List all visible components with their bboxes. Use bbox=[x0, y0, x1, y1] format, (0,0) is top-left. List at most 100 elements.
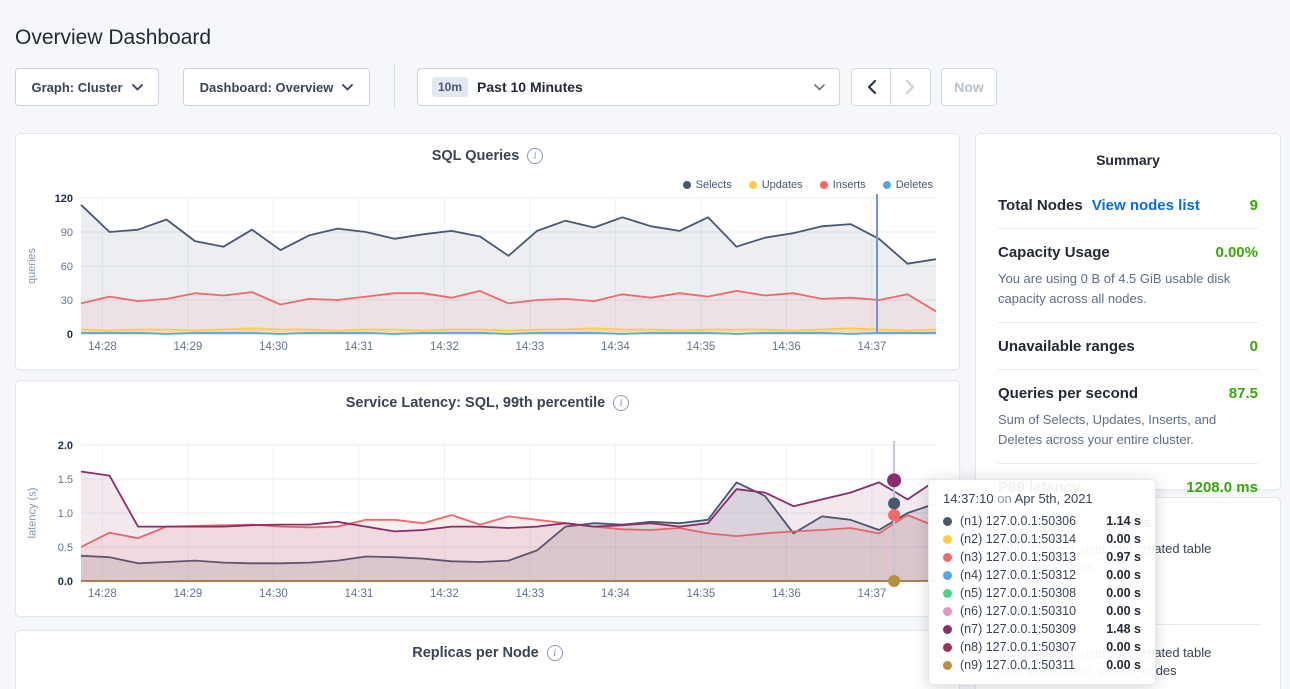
tooltip-row: (n4) 127.0.0.1:50312 0.00 s bbox=[943, 566, 1141, 584]
series-line-(n1) 127.0.0.1:50306 bbox=[80, 481, 937, 565]
dashboard-dropdown[interactable]: Dashboard: Overview bbox=[183, 68, 370, 106]
x-tick-label: 14:30 bbox=[259, 588, 288, 600]
series-line-(n3) 127.0.0.1:50313 bbox=[80, 514, 937, 548]
x-tick-label: 14:33 bbox=[515, 341, 544, 353]
info-icon[interactable]: i bbox=[613, 395, 630, 411]
y-tick-label: 0 bbox=[67, 329, 73, 341]
x-tick-label: 14:32 bbox=[430, 588, 459, 600]
series-color-dot bbox=[943, 534, 952, 544]
y-tick-label: 30 bbox=[61, 295, 73, 307]
stat-head: Capacity Usage 0.00% bbox=[998, 244, 1258, 261]
legend-dot bbox=[748, 181, 757, 189]
y-tick-label: 120 bbox=[55, 193, 73, 205]
stat-description: You are using 0 B of 4.5 GiB usable disk… bbox=[998, 271, 1231, 306]
chart-title: Service Latency: SQL, 99th percentile bbox=[345, 395, 606, 411]
next-time-button[interactable] bbox=[891, 69, 930, 105]
tooltip-node-value: 0.00 s bbox=[1106, 604, 1141, 618]
replicas-per-node-chart-card: Replicas per Node i bbox=[15, 630, 960, 689]
y-tick-label: 1.5 bbox=[58, 474, 73, 486]
tooltip-node-label: (n7) 127.0.0.1:50309 bbox=[960, 622, 1077, 636]
tooltip-timestamp: 14:37:10 on Apr 5th, 2021 bbox=[943, 491, 1093, 506]
legend-dot bbox=[682, 181, 691, 189]
chart-legend: Selects Updates Inserts Deletes bbox=[682, 179, 933, 191]
view-nodes-list-link[interactable]: View nodes list bbox=[1091, 197, 1200, 214]
legend-label: Selects bbox=[695, 179, 732, 191]
x-tick-label: 14:35 bbox=[686, 341, 715, 353]
tooltip-row: (n9) 127.0.0.1:50311 0.00 s bbox=[943, 656, 1141, 674]
x-tick-label: 14:34 bbox=[601, 341, 630, 353]
tooltip-node-label: (n5) 127.0.0.1:50308 bbox=[960, 586, 1077, 600]
hover-dot bbox=[887, 473, 902, 488]
tooltip-row: (n6) 127.0.0.1:50310 0.00 s bbox=[943, 602, 1141, 620]
tooltip-node-value: 1.48 s bbox=[1106, 622, 1141, 636]
tooltip-node-value: 0.00 s bbox=[1106, 640, 1141, 654]
dashboard-dropdown-label: Dashboard: Overview bbox=[199, 79, 334, 95]
series-line-Selects bbox=[80, 204, 937, 265]
tooltip-node-value: 0.00 s bbox=[1106, 568, 1141, 582]
summary-stat-queries-per-second: Queries per second 87.5 Sum of Selects, Up… bbox=[998, 369, 1258, 463]
tooltip-node-value: 0.00 s bbox=[1106, 586, 1141, 600]
summary-heading: Summary bbox=[1096, 152, 1160, 168]
summary-stat-total-nodes: Total Nodes View nodes list 9 bbox=[998, 182, 1258, 228]
series-color-dot bbox=[943, 570, 952, 580]
stat-label: Total Nodes bbox=[998, 197, 1083, 214]
y-tick-label: 90 bbox=[61, 227, 73, 239]
x-tick-label: 14:33 bbox=[515, 588, 544, 600]
chevron-down-icon bbox=[131, 83, 143, 91]
legend-label: Updates bbox=[761, 179, 803, 191]
series-area-(n7) 127.0.0.1:50309 bbox=[81, 471, 936, 581]
legend-item-inserts[interactable]: Inserts bbox=[819, 179, 866, 191]
graph-dropdown[interactable]: Graph: Cluster bbox=[15, 68, 159, 106]
chevron-down-icon bbox=[814, 83, 825, 91]
series-color-dot bbox=[943, 516, 952, 526]
time-step-buttons bbox=[851, 68, 931, 106]
series-line-(n7) 127.0.0.1:50309 bbox=[80, 470, 937, 533]
tooltip-node-value: 0.00 s bbox=[1106, 658, 1141, 672]
stat-value: 0 bbox=[1249, 338, 1258, 355]
summary-stat-unavailable-ranges: Unavailable ranges 0 bbox=[998, 322, 1258, 369]
legend-dot bbox=[819, 181, 828, 189]
info-icon[interactable]: i bbox=[546, 645, 563, 661]
x-tick-label: 14:29 bbox=[173, 341, 202, 353]
hover-dot bbox=[888, 509, 901, 522]
legend-item-selects[interactable]: Selects bbox=[682, 179, 732, 191]
x-tick-label: 14:31 bbox=[344, 588, 373, 600]
series-line-Updates bbox=[80, 327, 937, 332]
tooltip-row: (n3) 127.0.0.1:50313 0.97 s bbox=[943, 548, 1141, 566]
tooltip-row: (n5) 127.0.0.1:50308 0.00 s bbox=[943, 584, 1141, 602]
stat-head: Unavailable ranges 0 bbox=[998, 338, 1258, 355]
now-button[interactable]: Now bbox=[941, 68, 997, 106]
series-color-dot bbox=[943, 552, 952, 562]
x-tick-label: 14:30 bbox=[259, 341, 288, 353]
x-tick-label: 14:31 bbox=[344, 341, 373, 353]
x-tick-label: 14:35 bbox=[686, 588, 715, 600]
tooltip-node-label: (n3) 127.0.0.1:50313 bbox=[960, 550, 1077, 564]
chart-hover-tooltip: 14:37:10 on Apr 5th, 2021 (n1) 127.0.0.1… bbox=[928, 479, 1156, 685]
legend-item-deletes[interactable]: Deletes bbox=[882, 179, 933, 191]
stat-value: 1208.0 ms bbox=[1186, 479, 1258, 496]
legend-item-updates[interactable]: Updates bbox=[748, 179, 803, 191]
y-tick-label: 2.0 bbox=[58, 440, 73, 452]
info-icon[interactable]: i bbox=[527, 148, 544, 164]
toolbar-divider bbox=[394, 64, 395, 108]
legend-label: Deletes bbox=[895, 179, 933, 191]
tooltip-node-value: 0.97 s bbox=[1106, 550, 1141, 564]
tooltip-node-label: (n8) 127.0.0.1:50307 bbox=[960, 640, 1077, 654]
legend-label: Inserts bbox=[832, 179, 866, 191]
series-color-dot bbox=[943, 660, 952, 670]
chart-title: Replicas per Node bbox=[412, 645, 539, 661]
tooltip-node-label: (n9) 127.0.0.1:50311 bbox=[960, 658, 1076, 672]
series-area-Inserts bbox=[81, 290, 936, 334]
x-tick-label: 14:34 bbox=[601, 588, 630, 600]
legend-dot bbox=[882, 181, 891, 189]
chart-svg: 14:28 14:29 14:30 14:31 14:32 14:33 14:34 14:35… bbox=[58, 440, 937, 600]
time-range-badge: 10m bbox=[432, 77, 469, 97]
summary-panel: Summary Total Nodes View nodes list 9 Capac… bbox=[975, 133, 1281, 496]
prev-time-button[interactable] bbox=[852, 69, 892, 105]
series-color-dot bbox=[943, 588, 952, 598]
sql-queries-chart[interactable]: 14:28 14:29 14:30 14:31 14:32 14:33 14:34 14:35… bbox=[16, 190, 961, 366]
sql-queries-chart-card: SQL Queries i Selects Updates Inserts Delet… bbox=[15, 133, 960, 370]
summary-stat-capacity-usage: Capacity Usage 0.00% You are using 0 B of … bbox=[998, 228, 1258, 322]
time-range-dropdown[interactable]: 10m Past 10 Minutes bbox=[417, 68, 840, 106]
service-latency-chart[interactable]: 14:28 14:29 14:30 14:31 14:32 14:33 14:34 14:35… bbox=[16, 437, 961, 613]
